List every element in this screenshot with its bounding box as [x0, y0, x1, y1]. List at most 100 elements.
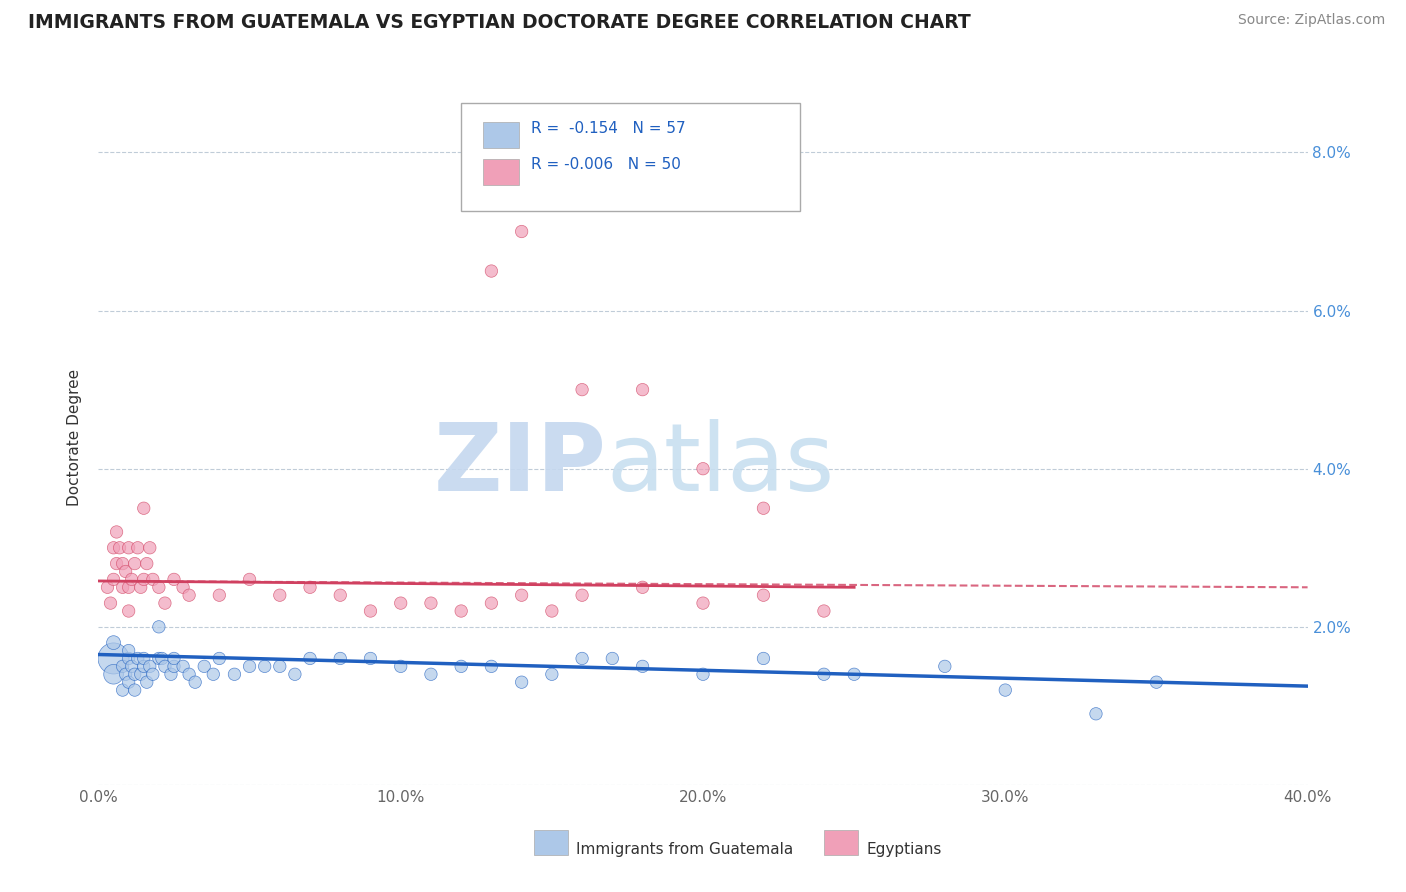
Point [142, 667, 165, 681]
Point [135, 557, 157, 571]
Point [1144, 675, 1167, 690]
Point [631, 580, 654, 594]
Point [118, 675, 141, 690]
Point [100, 596, 122, 610]
Point [96, 580, 118, 594]
Point [139, 541, 162, 555]
Point [208, 651, 231, 665]
Point [389, 659, 412, 673]
Point [118, 651, 141, 665]
Point [129, 580, 152, 594]
Point [540, 667, 562, 681]
Point [510, 225, 533, 239]
Point [114, 667, 136, 681]
Point [150, 651, 173, 665]
Point [420, 596, 443, 610]
Point [540, 604, 562, 618]
Point [127, 651, 149, 665]
Point [184, 675, 207, 690]
Point [172, 580, 194, 594]
Point [148, 620, 170, 634]
Point [179, 667, 201, 681]
Point [752, 501, 775, 516]
Point [329, 651, 352, 665]
Text: R = -0.006   N = 50: R = -0.006 N = 50 [531, 157, 681, 172]
Point [124, 683, 146, 698]
Point [153, 596, 176, 610]
Point [124, 557, 146, 571]
Text: Egyptians: Egyptians [866, 842, 942, 857]
Point [284, 667, 307, 681]
Point [148, 580, 170, 594]
Point [111, 580, 134, 594]
Point [118, 643, 141, 657]
Text: IMMIGRANTS FROM GUATEMALA VS EGYPTIAN DOCTORATE DEGREE CORRELATION CHART: IMMIGRANTS FROM GUATEMALA VS EGYPTIAN DO… [28, 13, 972, 32]
Point [132, 651, 155, 665]
Point [153, 659, 176, 673]
Point [692, 461, 714, 475]
Point [481, 659, 503, 673]
Point [692, 596, 714, 610]
Point [299, 651, 322, 665]
Point [510, 588, 533, 602]
Point [934, 659, 956, 673]
Point [105, 524, 128, 539]
Point [450, 604, 472, 618]
Point [602, 651, 624, 665]
Point [132, 501, 155, 516]
Text: Source: ZipAtlas.com: Source: ZipAtlas.com [1237, 13, 1385, 28]
Point [631, 659, 654, 673]
Point [481, 596, 503, 610]
Point [239, 573, 262, 587]
Point [193, 659, 215, 673]
Point [108, 541, 131, 555]
Point [160, 667, 183, 681]
Point [118, 541, 141, 555]
Point [450, 659, 472, 673]
Point [329, 588, 352, 602]
Point [510, 675, 533, 690]
Point [631, 383, 654, 397]
Point [148, 651, 170, 665]
Point [163, 651, 186, 665]
Point [103, 541, 125, 555]
Point [571, 588, 593, 602]
Y-axis label: Doctorate Degree: Doctorate Degree [67, 368, 83, 506]
Point [105, 557, 128, 571]
Point [1085, 706, 1108, 721]
Point [121, 573, 143, 587]
Point [111, 659, 134, 673]
Point [692, 667, 714, 681]
Point [813, 604, 835, 618]
Point [360, 604, 382, 618]
Point [571, 383, 593, 397]
Point [389, 596, 412, 610]
Point [172, 659, 194, 673]
Point [224, 667, 246, 681]
Point [844, 667, 866, 681]
Text: R =  -0.154   N = 57: R = -0.154 N = 57 [531, 121, 686, 136]
Point [142, 573, 165, 587]
Point [163, 573, 186, 587]
Point [481, 264, 503, 278]
FancyBboxPatch shape [461, 103, 800, 211]
Point [253, 659, 276, 673]
Point [114, 565, 136, 579]
FancyBboxPatch shape [482, 122, 519, 148]
Point [118, 580, 141, 594]
Point [994, 683, 1017, 698]
Point [103, 635, 125, 649]
Point [103, 573, 125, 587]
Point [118, 604, 141, 618]
Point [124, 667, 146, 681]
Point [103, 651, 125, 665]
Point [111, 557, 134, 571]
Point [127, 541, 149, 555]
FancyBboxPatch shape [482, 159, 519, 186]
Point [420, 667, 443, 681]
Point [129, 667, 152, 681]
Point [103, 667, 125, 681]
Point [135, 675, 157, 690]
Point [139, 659, 162, 673]
Text: ZIP: ZIP [433, 419, 606, 511]
